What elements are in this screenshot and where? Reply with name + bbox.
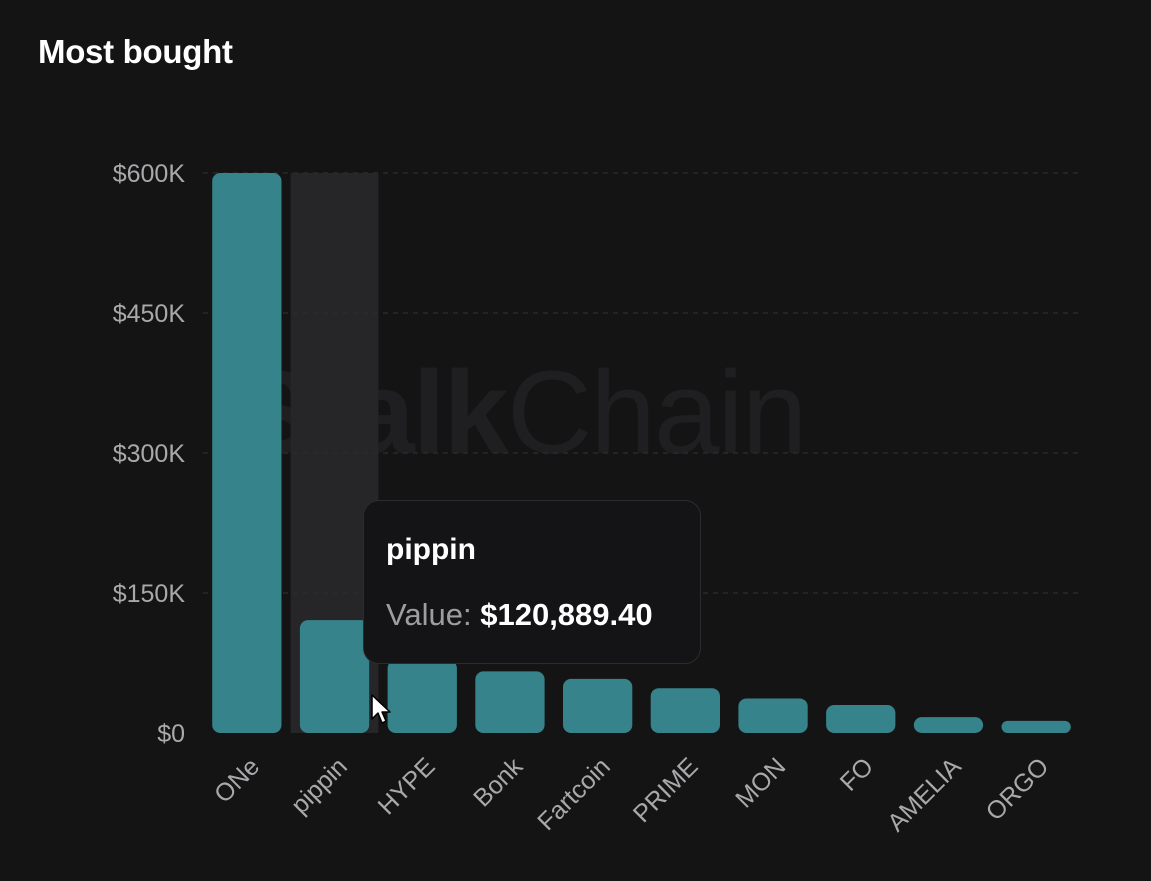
x-tick-label: pippin (286, 752, 353, 819)
bar (299, 620, 370, 733)
mouse-pointer-icon (371, 694, 391, 724)
chart-title: Most bought (38, 33, 233, 70)
x-tick-label: PRIME (628, 752, 704, 828)
x-tick-label: ORGO (981, 752, 1055, 826)
tooltip-label: Value: (386, 597, 472, 632)
bar (826, 705, 896, 733)
y-tick-label: $0 (157, 720, 185, 748)
bar (738, 698, 808, 733)
tooltip-value: $120,889.40 (480, 597, 653, 632)
bar (475, 671, 545, 733)
y-tick-label: $300K (113, 440, 186, 468)
chart-tooltip: pippin Value: $120,889.40 (363, 500, 701, 664)
y-tick-label: $450K (113, 300, 186, 328)
tooltip-title: pippin (386, 533, 476, 566)
tooltip-row: Value: $120,889.40 (386, 597, 700, 633)
y-tick-label: $150K (113, 580, 186, 608)
x-tick-label: FO (835, 752, 879, 796)
x-tick-label: Fartcoin (532, 752, 616, 836)
watermark-regular-text: Chain (507, 347, 807, 479)
bar (212, 173, 282, 733)
x-tick-label: AMELIA (882, 752, 967, 837)
x-tick-label: MON (730, 752, 791, 813)
bar (563, 678, 633, 733)
x-tick-label: Bonk (468, 752, 528, 812)
bar (650, 688, 720, 733)
bar (387, 660, 457, 733)
bar (1001, 720, 1071, 733)
x-tick-label: HYPE (373, 752, 441, 820)
bar (913, 717, 984, 733)
y-tick-label: $600K (113, 160, 186, 188)
x-tick-label: ONe (209, 752, 265, 808)
